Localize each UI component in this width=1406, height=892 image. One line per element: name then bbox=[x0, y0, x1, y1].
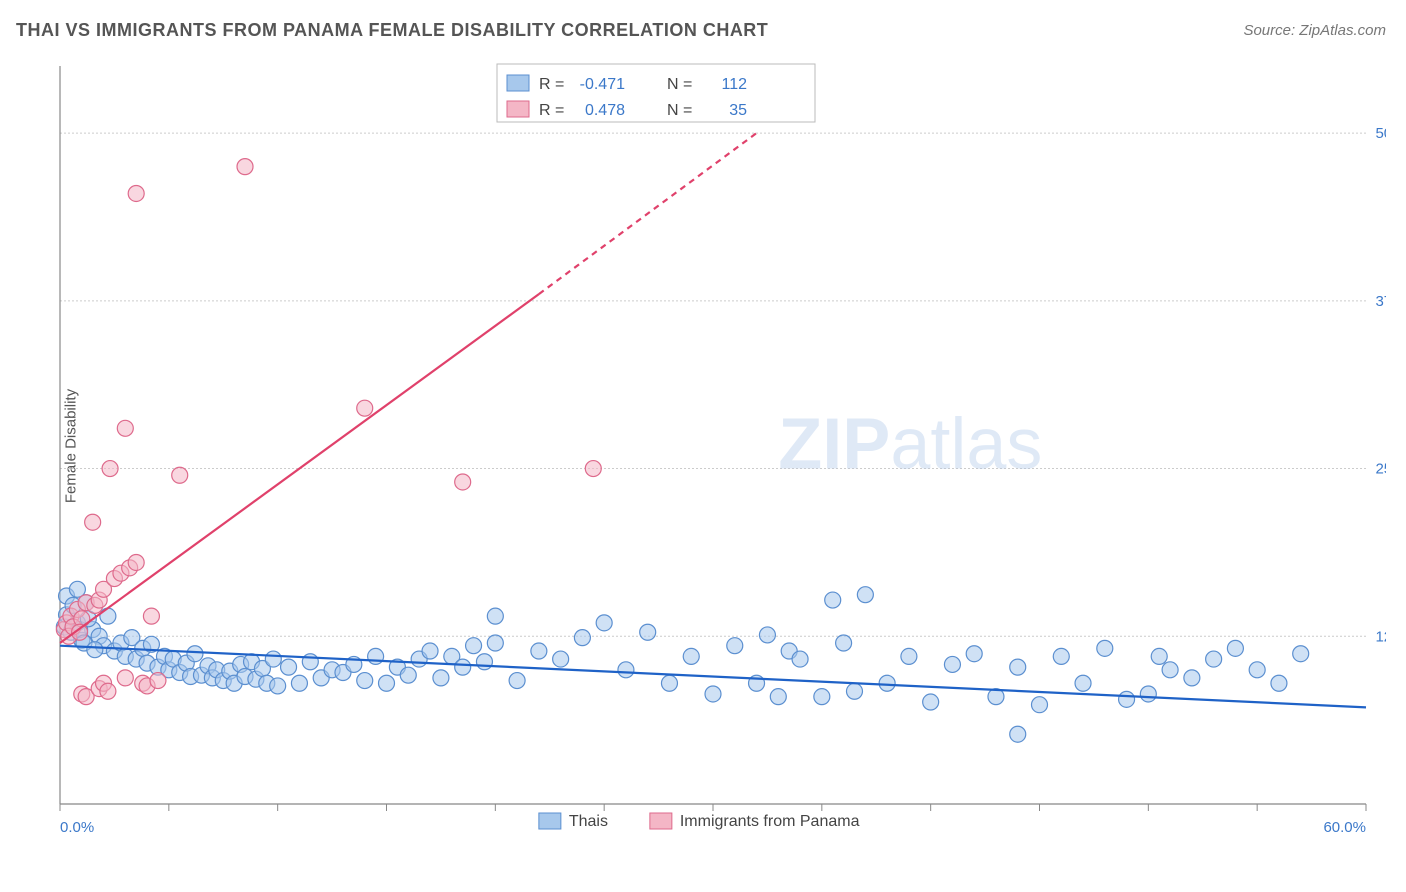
y-tick-label: 25.0% bbox=[1375, 461, 1386, 478]
data-point bbox=[596, 615, 612, 631]
data-point bbox=[455, 659, 471, 675]
data-point bbox=[1206, 651, 1222, 667]
data-point bbox=[265, 651, 281, 667]
source-attribution: Source: ZipAtlas.com bbox=[1243, 22, 1386, 39]
y-tick-label: 50.0% bbox=[1375, 125, 1386, 142]
data-point bbox=[553, 651, 569, 667]
data-point bbox=[237, 159, 253, 175]
data-point bbox=[1075, 675, 1091, 691]
data-point bbox=[102, 461, 118, 477]
data-point bbox=[836, 635, 852, 651]
x-tick-label: 0.0% bbox=[60, 819, 94, 836]
legend-swatch bbox=[507, 75, 529, 91]
data-point bbox=[1010, 726, 1026, 742]
data-point bbox=[879, 675, 895, 691]
legend-swatch bbox=[507, 101, 529, 117]
data-point bbox=[1032, 697, 1048, 713]
bottom-legend-label: Immigrants from Panama bbox=[680, 813, 860, 830]
legend-n-label: N = bbox=[667, 76, 692, 93]
data-point bbox=[368, 648, 384, 664]
data-point bbox=[422, 643, 438, 659]
trend-line-panama-extrapolated bbox=[539, 133, 757, 294]
data-point bbox=[357, 673, 373, 689]
data-point bbox=[585, 461, 601, 477]
data-point bbox=[100, 608, 116, 624]
data-point bbox=[379, 675, 395, 691]
data-point bbox=[1249, 662, 1265, 678]
legend-n-label: N = bbox=[667, 102, 692, 119]
data-point bbox=[455, 474, 471, 490]
trend-line-panama bbox=[60, 294, 539, 643]
data-point bbox=[476, 654, 492, 670]
data-point bbox=[1119, 691, 1135, 707]
data-point bbox=[640, 624, 656, 640]
data-point bbox=[1151, 648, 1167, 664]
data-point bbox=[661, 675, 677, 691]
data-point bbox=[128, 185, 144, 201]
data-point bbox=[1053, 648, 1069, 664]
bottom-legend-label: Thais bbox=[569, 813, 608, 830]
data-point bbox=[128, 554, 144, 570]
data-point bbox=[1140, 686, 1156, 702]
legend-r-value: -0.471 bbox=[580, 76, 625, 93]
data-point bbox=[1293, 646, 1309, 662]
legend-r-label: R = bbox=[539, 102, 564, 119]
data-point bbox=[85, 514, 101, 530]
data-point bbox=[574, 630, 590, 646]
watermark: ZIPatlas bbox=[778, 405, 1042, 485]
data-point bbox=[618, 662, 634, 678]
legend-r-value: 0.478 bbox=[585, 102, 625, 119]
data-point bbox=[857, 587, 873, 603]
data-point bbox=[1097, 640, 1113, 656]
data-point bbox=[172, 467, 188, 483]
legend-n-value: 112 bbox=[721, 76, 747, 93]
bottom-legend-swatch bbox=[650, 813, 672, 829]
data-point bbox=[270, 678, 286, 694]
data-point bbox=[846, 683, 862, 699]
data-point bbox=[281, 659, 297, 675]
scatter-plot: 12.5% 25.0% 37.5% 50.0% ZIPatlas 0.0% 60.0% R =… bbox=[42, 56, 1386, 846]
data-point bbox=[683, 648, 699, 664]
data-point bbox=[727, 638, 743, 654]
bottom-legend-swatch bbox=[539, 813, 561, 829]
data-point bbox=[100, 683, 116, 699]
data-point bbox=[705, 686, 721, 702]
data-point bbox=[291, 675, 307, 691]
data-point bbox=[531, 643, 547, 659]
data-point bbox=[1162, 662, 1178, 678]
data-point bbox=[143, 608, 159, 624]
data-point bbox=[433, 670, 449, 686]
data-point bbox=[759, 627, 775, 643]
data-point bbox=[944, 656, 960, 672]
data-point bbox=[487, 635, 503, 651]
chart-title: THAI VS IMMIGRANTS FROM PANAMA FEMALE DI… bbox=[16, 20, 768, 41]
data-point bbox=[1184, 670, 1200, 686]
data-point bbox=[966, 646, 982, 662]
y-tick-label: 37.5% bbox=[1375, 293, 1386, 310]
data-point bbox=[901, 648, 917, 664]
data-point bbox=[150, 673, 166, 689]
data-point bbox=[923, 694, 939, 710]
data-point bbox=[770, 689, 786, 705]
y-tick-label: 12.5% bbox=[1375, 628, 1386, 645]
x-tick-label: 60.0% bbox=[1323, 819, 1366, 836]
data-point bbox=[117, 420, 133, 436]
data-point bbox=[487, 608, 503, 624]
data-point bbox=[1010, 659, 1026, 675]
data-point bbox=[509, 673, 525, 689]
data-point bbox=[792, 651, 808, 667]
data-point bbox=[400, 667, 416, 683]
data-point bbox=[825, 592, 841, 608]
data-point bbox=[117, 670, 133, 686]
data-point bbox=[187, 646, 203, 662]
data-point bbox=[1271, 675, 1287, 691]
data-point bbox=[466, 638, 482, 654]
data-point bbox=[814, 689, 830, 705]
legend-r-label: R = bbox=[539, 76, 564, 93]
data-point bbox=[357, 400, 373, 416]
data-point bbox=[1227, 640, 1243, 656]
data-point bbox=[87, 642, 103, 658]
legend-n-value: 35 bbox=[729, 102, 747, 119]
